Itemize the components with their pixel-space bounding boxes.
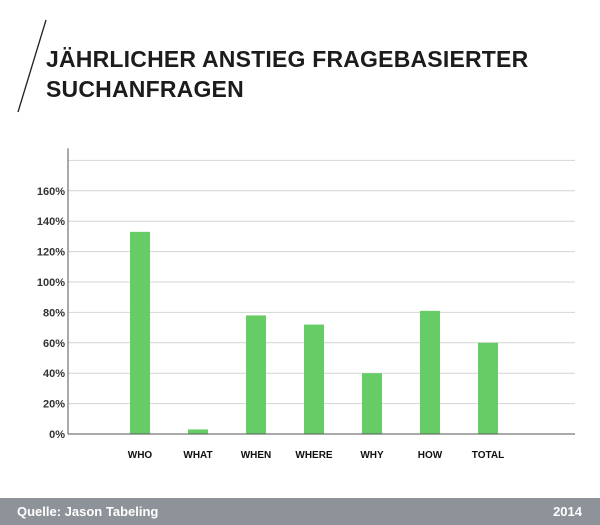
chart-title-line-2: SUCHANFRAGEN <box>46 76 244 102</box>
x-category-label: WHO <box>128 450 153 461</box>
y-tick-label: 120% <box>37 247 65 259</box>
bar-what <box>188 429 208 434</box>
bar-why <box>362 373 382 434</box>
y-tick-label: 160% <box>37 186 65 198</box>
y-tick-label: 100% <box>37 277 65 289</box>
x-category-label: WHERE <box>295 450 333 461</box>
header: JÄHRLICHER ANSTIEG FRAGEBASIERTER SUCHAN… <box>0 0 600 120</box>
x-category-label: WHAT <box>183 450 212 461</box>
x-category-label: WHY <box>360 450 384 461</box>
bar-where <box>304 324 324 434</box>
x-category-label: WHEN <box>241 450 272 461</box>
bar-who <box>130 231 150 434</box>
footer-bar: Quelle: Jason Tabeling 2014 <box>0 498 600 525</box>
bar-when <box>246 315 266 434</box>
y-tick-label: 20% <box>43 399 65 411</box>
y-tick-label: 140% <box>37 216 65 228</box>
title-slash-decoration <box>17 19 47 113</box>
x-category-label: HOW <box>418 450 443 461</box>
bar-how <box>420 310 440 434</box>
source-label: Quelle: Jason Tabeling <box>17 504 159 519</box>
bar-total <box>478 342 498 434</box>
y-tick-label: 0% <box>49 429 65 441</box>
x-category-label: TOTAL <box>472 450 504 461</box>
y-tick-label: 40% <box>43 368 65 380</box>
y-tick-label: 80% <box>43 307 65 319</box>
chart-title-line-1: JÄHRLICHER ANSTIEG FRAGEBASIERTER <box>46 46 529 72</box>
y-tick-label: 60% <box>43 338 65 350</box>
chart-title: JÄHRLICHER ANSTIEG FRAGEBASIERTER SUCHAN… <box>46 44 528 104</box>
year-label: 2014 <box>553 504 582 519</box>
bar-chart: 0% 20% 40% 60% 80% 100% 120% 140% 160% WHO WHAT WHE… <box>37 148 575 461</box>
